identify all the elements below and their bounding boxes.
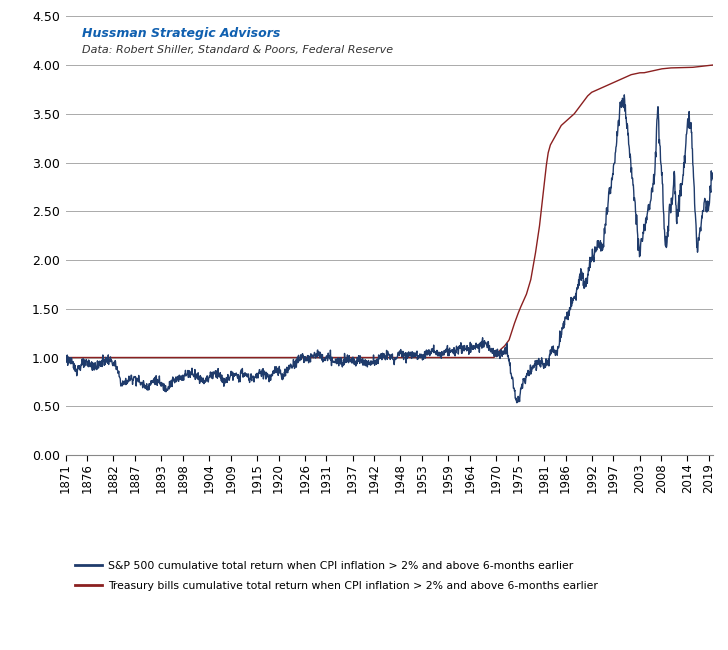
Text: Hussman Strategic Advisors: Hussman Strategic Advisors <box>82 27 280 40</box>
Legend: S&P 500 cumulative total return when CPI inflation > 2% and above 6-months earli: S&P 500 cumulative total return when CPI… <box>71 557 602 595</box>
Text: Data: Robert Shiller, Standard & Poors, Federal Reserve: Data: Robert Shiller, Standard & Poors, … <box>82 45 393 55</box>
